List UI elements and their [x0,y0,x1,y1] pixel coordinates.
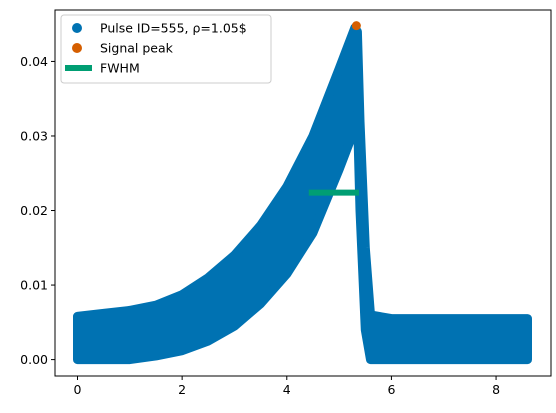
x-tick-label: 4 [283,382,291,397]
x-tick-label: 8 [492,382,500,397]
axes-frame [54,9,552,377]
x-tick-label: 6 [387,382,395,397]
y-tick-label: 0.01 [20,278,48,293]
legend-label: FWHM [100,61,140,76]
legend-marker [72,23,82,33]
y-tick-label: 0.04 [20,54,48,69]
signal-peak-point [351,21,361,31]
legend-label: Signal peak [100,41,174,56]
x-tick-label: 0 [74,382,82,397]
legend-marker [72,43,82,53]
ticks-layer: 0 2 4 6 8 0.00 0.01 0.02 0.03 0.04 [20,54,500,397]
y-tick-label: 0.02 [20,203,48,218]
x-tick-label: 2 [178,382,186,397]
y-tick-label: 0.03 [20,128,48,143]
legend-box [60,14,272,84]
legend-label: Pulse ID=555, ρ=1.05$ [100,21,247,36]
data-layer [73,21,532,365]
legend: Pulse ID=555, ρ=1.05$ Signal peak FWHM [60,14,272,84]
pulse-scatter-cloud [73,23,532,365]
y-tick-label: 0.00 [20,352,48,367]
